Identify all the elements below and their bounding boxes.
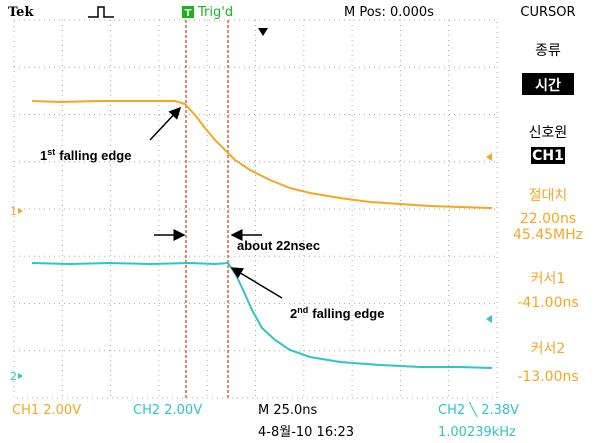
menu-label: 커서1	[531, 271, 566, 287]
ch2-trace	[32, 263, 492, 368]
menu-value: CH1	[532, 148, 564, 164]
annotation-sup: st	[47, 147, 55, 157]
menu-label: 커서2	[531, 341, 566, 357]
menu-value: -41.00ns	[517, 295, 578, 311]
pulse-icon	[88, 7, 114, 17]
trigger-badge: T	[185, 8, 192, 19]
annotation-arrow	[150, 108, 180, 140]
ch2-marker: 2	[10, 370, 17, 383]
trigger-position-marker	[258, 28, 268, 36]
trigger-status: Trig'd	[197, 5, 233, 20]
annotation-text: 1	[40, 148, 47, 163]
menu-value: 시간	[535, 77, 561, 94]
side-menu: 종류 시간 신호원 CH1 절대치 22.00ns 45.45MHz 커서1 -…	[513, 43, 583, 385]
timebase: M 25.0ns	[258, 403, 318, 418]
graticule	[14, 20, 497, 398]
annotation-second: 2nd falling edge	[290, 305, 384, 321]
page: Tek T Trig'd M Pos: 0.000s CURSOR 1 2 1s…	[0, 0, 607, 443]
menu-label: 절대치	[529, 188, 568, 204]
annotation-text: 2	[290, 306, 297, 321]
date: 4-8월-10 16:23	[258, 425, 354, 440]
ch1-level-marker	[486, 153, 492, 161]
position: M Pos: 0.000s	[344, 5, 434, 20]
annotation-text: falling edge	[59, 148, 131, 163]
menu-label: 신호원	[529, 125, 568, 141]
menu-value: 45.45MHz	[513, 227, 583, 243]
menu-label: 종류	[535, 43, 561, 59]
ch2-scale: CH2 2.00V	[133, 403, 202, 418]
annotation-first: 1st falling edge	[40, 147, 131, 163]
ch1-marker-arrow	[18, 208, 23, 214]
annotation-sup: nd	[297, 305, 308, 315]
ch2-level-marker	[486, 315, 492, 323]
frequency: 1.00239kHz	[438, 425, 516, 440]
annotation-text: falling edge	[312, 306, 384, 321]
annotation-delay: about 22nsec	[237, 238, 320, 253]
menu-value: -13.00ns	[517, 369, 578, 385]
menu-value: 22.00ns	[520, 211, 576, 227]
ch1-scale: CH1 2.00V	[12, 403, 81, 418]
ch1-marker: 1	[10, 205, 17, 218]
trigger-level: CH2 ╲ 2.38V	[438, 401, 519, 418]
brand: Tek	[8, 5, 34, 20]
ch2-marker-arrow	[18, 373, 23, 379]
scope-screen: Tek T Trig'd M Pos: 0.000s CURSOR 1 2 1s…	[0, 0, 607, 443]
menu-title: CURSOR	[520, 5, 575, 20]
